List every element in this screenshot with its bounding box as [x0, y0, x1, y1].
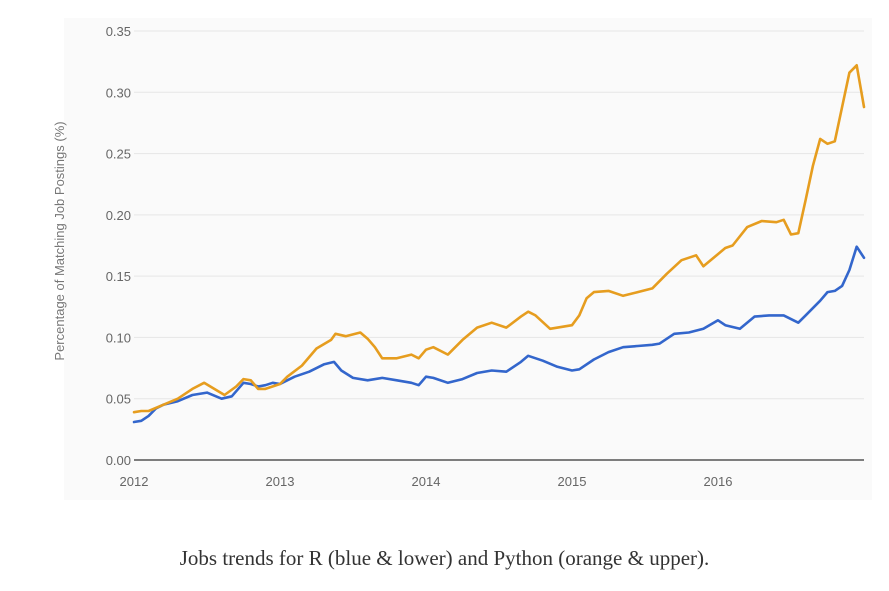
y-tick-label: 0.20 — [106, 208, 131, 223]
gridlines — [134, 30, 864, 461]
x-tick-label: 2015 — [558, 474, 587, 489]
y-tick-label: 0.05 — [106, 392, 131, 407]
x-axis-ticks: 2012 2013 2014 2015 2016 — [120, 474, 733, 489]
series-lines — [132, 64, 866, 424]
y-tick-label: 0.10 — [106, 330, 131, 345]
y-tick-label: 0.00 — [106, 453, 131, 468]
y-tick-label: 0.30 — [106, 85, 131, 100]
y-tick-label: 0.25 — [106, 147, 131, 162]
figure-caption: Jobs trends for R (blue & lower) and Pyt… — [179, 546, 710, 570]
x-tick-label: 2012 — [120, 474, 149, 489]
x-tick-label: 2013 — [266, 474, 295, 489]
x-tick-label: 2014 — [412, 474, 441, 489]
series-line-r — [132, 245, 866, 424]
x-tick-label: 2016 — [704, 474, 733, 489]
y-axis-ticks: 0.00 0.05 0.10 0.15 0.20 0.25 0.30 0.35 — [106, 24, 131, 468]
y-axis-title: Percentage of Matching Job Postings (%) — [52, 121, 67, 360]
plot-background — [64, 18, 872, 500]
y-tick-label: 0.35 — [106, 24, 131, 39]
y-tick-label: 0.15 — [106, 269, 131, 284]
series-line-python — [132, 64, 866, 414]
